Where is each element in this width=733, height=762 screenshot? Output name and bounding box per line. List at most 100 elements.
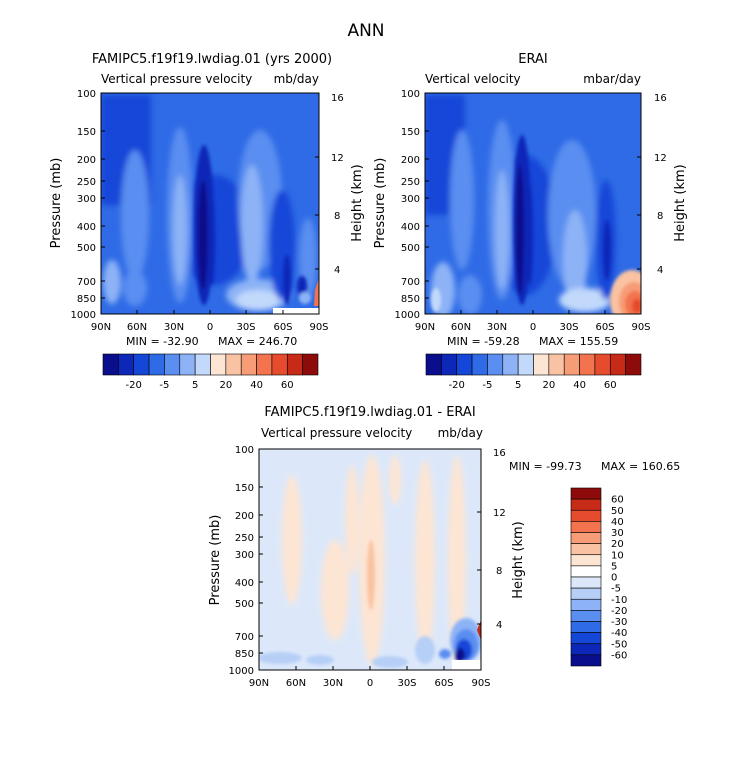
y-tick-label: 500: [77, 243, 96, 254]
x-tick-label: 0: [530, 322, 536, 333]
min-stat: MIN = -99.73: [509, 460, 582, 473]
min-stat: MIN = -32.90: [126, 335, 199, 348]
y2-axis-ticks: 16 12 8 4: [654, 93, 667, 276]
colorbar-label: -20: [449, 380, 465, 391]
x-tick-label: 0: [207, 322, 213, 333]
colorbar-swatch: [570, 610, 602, 622]
y2-axis-label: Height (km): [350, 164, 365, 241]
y-tick-label: 100: [401, 89, 420, 100]
colorbar-swatch: [570, 498, 602, 511]
x-tick-label: 90S: [471, 678, 490, 689]
colorbar-swatch: [179, 353, 196, 376]
panel-title: FAMIPC5.f19f19.lwdiag.01 (yrs 2000): [92, 52, 332, 67]
colorbar-label: 60: [281, 380, 294, 391]
colorbar-label: -20: [126, 380, 142, 391]
y-tick-label: 300: [235, 550, 254, 561]
x-tick-label: 30S: [559, 322, 578, 333]
y2-tick-label: 4: [496, 620, 502, 631]
colorbar-swatch: [570, 554, 602, 567]
y-tick-label: 700: [77, 277, 96, 288]
colorbar-swatch: [441, 353, 458, 376]
x-axis-ticks: 90N 60N 30N 0 30S 60S 90S: [249, 678, 491, 689]
colorbar-swatch: [517, 353, 534, 376]
y2-tick-label: 16: [493, 448, 506, 459]
colorbar-label: 60: [611, 495, 624, 506]
panel-subtitle-right: mb/day: [438, 426, 483, 440]
panel-title: ERAI: [518, 52, 547, 67]
max-stat: MAX = 246.70: [218, 335, 297, 348]
colorbar-label: 30: [611, 528, 624, 539]
x-tick-label: 90S: [309, 322, 328, 333]
y-tick-label: 300: [77, 194, 96, 205]
y-tick-label: 400: [77, 222, 96, 233]
colorbar: -20 -5 5 20 40 60: [425, 353, 642, 391]
colorbar-swatch: [625, 353, 642, 376]
x-tick-label: 30N: [164, 322, 184, 333]
max-stat: MAX = 160.65: [601, 460, 680, 473]
y2-axis-ticks: 16 12 8 4: [331, 93, 344, 276]
colorbar-label: 5: [192, 380, 198, 391]
y2-tick-label: 12: [331, 153, 344, 164]
y2-axis-label: Height (km): [511, 521, 526, 598]
x-tick-label: 90S: [631, 322, 650, 333]
colorbar-label: 0: [611, 573, 617, 584]
colorbar-label: -10: [611, 595, 627, 606]
y-axis-label: Pressure (mb): [49, 158, 64, 249]
y-tick-label: 1000: [395, 310, 420, 321]
y-tick-label: 400: [401, 222, 420, 233]
colorbar-swatch: [533, 353, 550, 376]
x-tick-label: 60N: [286, 678, 306, 689]
heatmap-field: [425, 93, 641, 314]
y-tick-label: 250: [401, 177, 420, 188]
y-tick-label: 700: [235, 632, 254, 643]
y2-tick-label: 12: [654, 153, 667, 164]
y-axis-ticks: 100 150 200 250 300 400 500 700 850 1000: [71, 89, 96, 321]
x-tick-label: 60N: [451, 322, 471, 333]
colorbar-swatch: [148, 353, 165, 376]
colorbar-swatch: [240, 353, 257, 376]
panel-subtitle-right: mbar/day: [583, 72, 641, 86]
y-tick-label: 250: [235, 533, 254, 544]
heatmap-field: [101, 93, 319, 314]
colorbar-label: -40: [611, 628, 627, 639]
x-tick-label: 30N: [487, 322, 507, 333]
y-tick-label: 850: [235, 649, 254, 660]
colorbar-swatch: [570, 521, 602, 533]
y-tick-label: 850: [77, 294, 96, 305]
colorbar-swatch: [225, 353, 242, 376]
y-tick-label: 500: [401, 243, 420, 254]
y-tick-label: 1000: [229, 666, 254, 677]
colorbar-swatch: [570, 576, 602, 589]
colorbar-swatch: [456, 353, 473, 376]
y-tick-label: 100: [77, 89, 96, 100]
y-tick-label: 1000: [71, 310, 96, 321]
colorbar-label: 20: [219, 380, 232, 391]
colorbar-swatch: [579, 353, 596, 376]
colorbar-swatch: [570, 487, 602, 500]
colorbar-swatch: [194, 353, 211, 376]
colorbar-label: 40: [611, 517, 624, 528]
y2-tick-label: 16: [654, 93, 667, 104]
colorbar-label: -5: [482, 380, 492, 391]
y2-tick-label: 8: [334, 211, 340, 222]
y-tick-label: 150: [401, 127, 420, 138]
panel-subtitle-left: Vertical pressure velocity: [101, 72, 252, 86]
colorbar-swatch: [286, 353, 303, 376]
panel-subtitle-left: Vertical pressure velocity: [261, 426, 412, 440]
colorbar-swatch: [570, 543, 602, 556]
y-tick-label: 150: [235, 483, 254, 494]
y-tick-label: 400: [235, 578, 254, 589]
y2-tick-label: 12: [493, 508, 506, 519]
x-tick-label: 60S: [595, 322, 614, 333]
y-tick-label: 200: [77, 155, 96, 166]
colorbar-label: 10: [611, 550, 624, 561]
colorbar-swatch: [570, 654, 602, 667]
colorbar-swatch: [102, 353, 119, 376]
y-tick-label: 850: [401, 294, 420, 305]
y2-tick-label: 8: [657, 211, 663, 222]
figure-title: ANN: [347, 21, 384, 41]
colorbar-swatch: [570, 587, 602, 600]
panel-subtitle-left: Vertical velocity: [425, 72, 521, 86]
